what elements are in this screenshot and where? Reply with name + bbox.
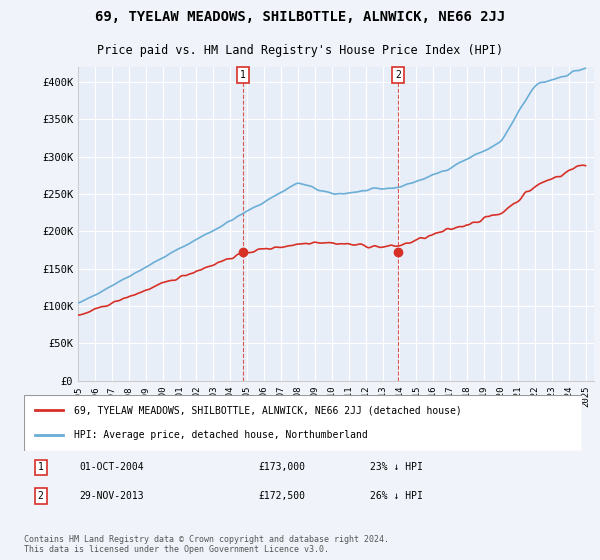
Text: 1: 1 [38,463,44,473]
Text: 2: 2 [395,69,401,80]
Text: £173,000: £173,000 [259,463,305,473]
Text: HPI: Average price, detached house, Northumberland: HPI: Average price, detached house, Nort… [74,430,368,440]
Text: 01-OCT-2004: 01-OCT-2004 [80,463,145,473]
Text: 2: 2 [38,491,44,501]
Text: 69, TYELAW MEADOWS, SHILBOTTLE, ALNWICK, NE66 2JJ: 69, TYELAW MEADOWS, SHILBOTTLE, ALNWICK,… [95,10,505,24]
Text: £172,500: £172,500 [259,491,305,501]
Text: 26% ↓ HPI: 26% ↓ HPI [370,491,423,501]
FancyBboxPatch shape [24,395,582,451]
Text: 23% ↓ HPI: 23% ↓ HPI [370,463,423,473]
Text: 69, TYELAW MEADOWS, SHILBOTTLE, ALNWICK, NE66 2JJ (detached house): 69, TYELAW MEADOWS, SHILBOTTLE, ALNWICK,… [74,405,462,416]
Text: Contains HM Land Registry data © Crown copyright and database right 2024.
This d: Contains HM Land Registry data © Crown c… [24,534,389,554]
Text: 29-NOV-2013: 29-NOV-2013 [80,491,145,501]
Text: Price paid vs. HM Land Registry's House Price Index (HPI): Price paid vs. HM Land Registry's House … [97,44,503,57]
Text: 1: 1 [240,69,246,80]
